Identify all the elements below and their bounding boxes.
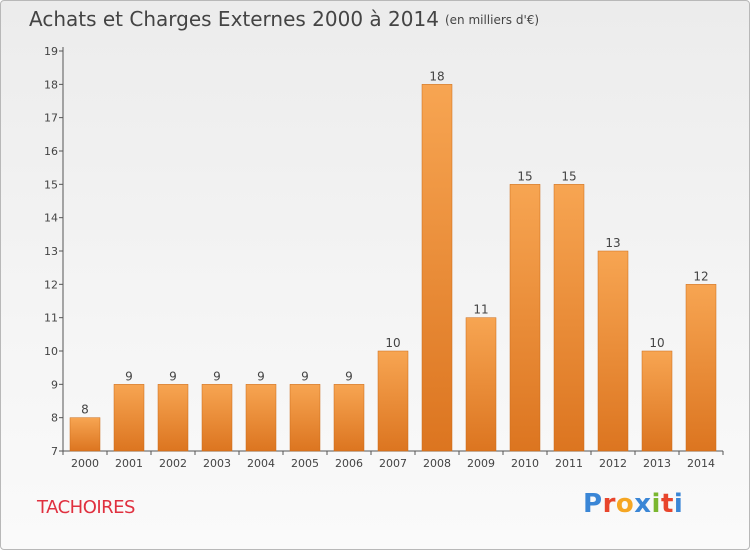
data-label-2014: 12 xyxy=(693,269,708,283)
logo-letter: o xyxy=(615,489,635,519)
bar-2011 xyxy=(553,184,585,452)
data-label-2005: 9 xyxy=(301,369,309,383)
x-tick-label: 2007 xyxy=(379,457,407,470)
bar-2003 xyxy=(201,384,233,452)
x-tick-label: 2014 xyxy=(687,457,715,470)
x-tick-label: 2013 xyxy=(643,457,671,470)
x-tick-label: 2008 xyxy=(423,457,451,470)
data-label-2013: 10 xyxy=(649,336,664,350)
chart-title: Achats et Charges Externes 2000 à 2014 (e… xyxy=(29,7,539,31)
bar-2005 xyxy=(289,384,321,452)
bar-labels: 8 9 9 9 9 9 9 10 18 11 15 15 13 10 12 xyxy=(81,69,708,416)
logo-letter: r xyxy=(602,489,616,519)
logo-letter: P xyxy=(583,489,603,519)
bar-2007 xyxy=(377,350,409,452)
bar-2014 xyxy=(685,284,717,452)
y-tick-label: 7 xyxy=(51,445,58,458)
data-label-2006: 9 xyxy=(345,369,353,383)
logo-letter: x xyxy=(634,489,652,519)
x-tick-label: 2002 xyxy=(159,457,187,470)
logo-letter: i xyxy=(673,489,684,519)
town-name: TACHOIRES xyxy=(37,497,135,518)
bar-2009 xyxy=(465,317,497,452)
x-tick-label: 2011 xyxy=(555,457,583,470)
y-tick-label: 10 xyxy=(44,345,58,358)
bar-2006 xyxy=(333,384,365,452)
bar-2000 xyxy=(69,417,101,452)
data-label-2008: 18 xyxy=(429,69,444,83)
x-tick-label: 2000 xyxy=(71,457,99,470)
data-label-2010: 15 xyxy=(517,169,532,183)
y-tick-label: 15 xyxy=(44,178,58,191)
x-tick-label: 2006 xyxy=(335,457,363,470)
bar-2012 xyxy=(597,250,629,452)
logo-letter: i xyxy=(651,489,661,519)
x-tick-label: 2004 xyxy=(247,457,275,470)
bars xyxy=(69,84,717,452)
proxiti-logo[interactable]: Proxiti xyxy=(583,489,683,519)
y-axis: 7 8 9 10 11 12 13 14 15 16 17 18 19 xyxy=(44,45,64,458)
chart-subtitle: (en milliers d'€) xyxy=(444,13,540,27)
y-tick-label: 12 xyxy=(44,278,58,291)
data-label-2007: 10 xyxy=(385,336,400,350)
chart-title-text: Achats et Charges Externes 2000 à 2014 xyxy=(29,7,439,31)
x-tick-label: 2012 xyxy=(599,457,627,470)
x-tick-label: 2003 xyxy=(203,457,231,470)
y-tick-label: 9 xyxy=(51,378,58,391)
y-tick-label: 16 xyxy=(44,145,58,158)
x-tick-label: 2001 xyxy=(115,457,143,470)
bar-2010 xyxy=(509,184,541,452)
logo-letter: t xyxy=(660,489,674,519)
x-tick-label: 2010 xyxy=(511,457,539,470)
data-label-2012: 13 xyxy=(605,236,620,250)
y-tick-label: 18 xyxy=(44,78,58,91)
data-label-2003: 9 xyxy=(213,369,221,383)
y-tick-label: 11 xyxy=(44,312,58,325)
data-label-2002: 9 xyxy=(169,369,177,383)
data-label-2011: 15 xyxy=(561,169,576,183)
bar-2008 xyxy=(421,84,453,452)
bar-2013 xyxy=(641,350,673,452)
y-tick-label: 17 xyxy=(44,112,58,125)
data-label-2000: 8 xyxy=(81,403,89,417)
data-label-2001: 9 xyxy=(125,369,133,383)
data-label-2009: 11 xyxy=(473,303,488,317)
y-tick-label: 13 xyxy=(44,245,58,258)
data-label-2004: 9 xyxy=(257,369,265,383)
x-tick-label: 2009 xyxy=(467,457,495,470)
bar-2004 xyxy=(245,384,277,452)
x-axis: 2000 2001 2002 2003 2004 2005 2006 2007 2008 2009… xyxy=(62,450,724,470)
y-tick-label: 19 xyxy=(44,45,58,58)
bar-2001 xyxy=(113,384,145,452)
x-tick-label: 2005 xyxy=(291,457,319,470)
y-tick-label: 8 xyxy=(51,412,58,425)
bar-2002 xyxy=(157,384,189,452)
y-tick-label: 14 xyxy=(44,212,58,225)
